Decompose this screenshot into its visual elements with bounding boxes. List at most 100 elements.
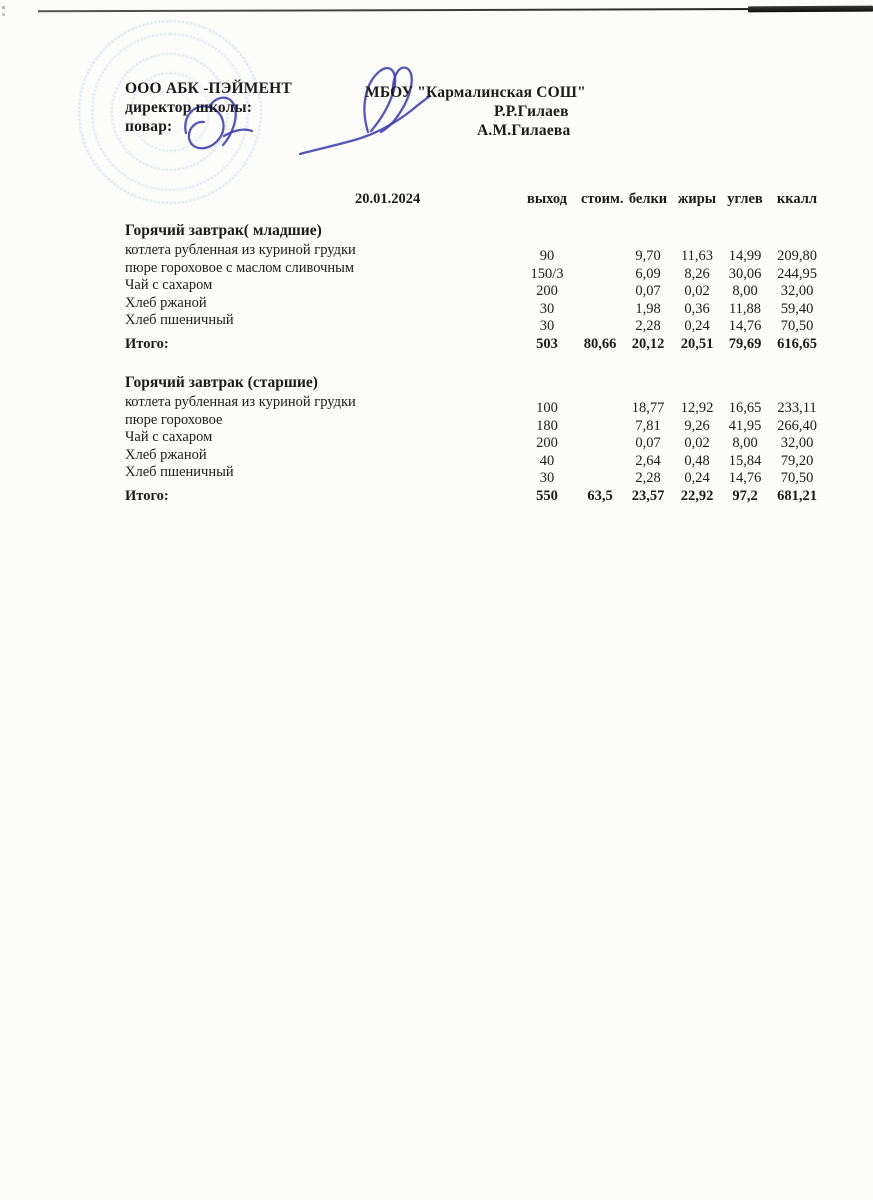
value-cell (581, 470, 619, 488)
director-label: директор школы: (125, 99, 253, 116)
menu-row: пюре гороховое с маслом сливочным 150/3 6… (125, 259, 830, 282)
value-cell: 0,36 (684, 300, 710, 317)
value-cell: 150/3 (530, 265, 564, 282)
value-cell: 12,92 (680, 400, 714, 416)
round-stamp-icon (78, 20, 262, 204)
value-cell: 41,95 (728, 417, 762, 434)
total-value-cell: 20,12 (631, 335, 665, 352)
value-cell: 9,70 (635, 248, 661, 264)
dish-name: Чай с сахаром (125, 429, 213, 445)
value-cell: 15,84 (728, 452, 762, 469)
value-cell: 200 (536, 435, 558, 451)
value-cell: 30,06 (728, 265, 762, 282)
total-value-cell: 97,2 (732, 487, 758, 504)
value-cell: 0,07 (635, 283, 661, 299)
column-header: белки (628, 191, 668, 207)
value-cell: 209,80 (777, 248, 817, 264)
value-cell: 266,40 (777, 417, 817, 434)
value-cell: 14,76 (728, 470, 762, 486)
value-cell: 59,40 (780, 300, 814, 317)
value-cell: 8,00 (732, 283, 758, 299)
menu-row: Чай с сахаром 200 0,07 0,02 8,00 32,00 (125, 429, 830, 451)
dish-name: пюре гороховое (125, 411, 223, 428)
value-cell (581, 301, 619, 319)
dish-name: Хлеб пшеничный (125, 312, 234, 328)
value-cell: 6,09 (635, 265, 661, 282)
value-cell: 8,00 (732, 435, 758, 451)
value-cell: 0,07 (635, 435, 661, 451)
value-cell (581, 453, 619, 471)
value-cell: 32,00 (780, 283, 814, 299)
value-cell: 14,99 (728, 248, 762, 264)
value-cell: 233,11 (777, 400, 817, 416)
value-cell: 1,98 (635, 300, 661, 317)
menu-row: Чай с сахаром 200 0,07 0,02 8,00 32,00 (125, 277, 830, 299)
total-value-cell: 23,57 (631, 487, 665, 504)
cook-label: повар: (125, 118, 173, 135)
value-cell: 0,48 (684, 452, 710, 469)
value-cell: 100 (536, 400, 558, 416)
dish-name: котлета рубленная из куриной грудки (125, 394, 356, 410)
total-value-cell: 503 (536, 335, 558, 352)
stamp-ring (78, 20, 262, 204)
value-cell: 11,63 (680, 248, 714, 264)
value-cell: 2,28 (635, 470, 661, 486)
value-cell (581, 318, 619, 336)
value-cell: 2,64 (635, 452, 661, 469)
menu-section: Горячий завтрак( младшие) котлета рублен… (125, 222, 830, 354)
dish-name: Хлеб пшеничный (125, 464, 234, 480)
menu-row: Хлеб пшеничный 30 2,28 0,24 14,76 70,50 (125, 312, 830, 334)
section-rows: котлета рубленная из куриной грудки 90 9,… (125, 242, 830, 334)
document-date: 20.01.2024 (355, 191, 421, 207)
value-cell (581, 400, 619, 418)
total-value-cell: 550 (536, 487, 558, 504)
section-title: Горячий завтрак (старшие) (125, 374, 318, 391)
value-cell: 7,81 (635, 417, 661, 434)
cook-name: А.М.Гилаева (477, 122, 571, 139)
value-cell: 90 (539, 248, 555, 264)
total-value-cell: 79,69 (728, 335, 762, 352)
total-value-cell: 681,21 (777, 487, 817, 504)
dish-name: котлета рубленная из куриной грудки (125, 242, 356, 258)
scan-speck (2, 6, 5, 9)
column-header: жиры (677, 191, 717, 207)
total-value-cell: 80,66 (583, 335, 617, 352)
stamp-ring (91, 33, 249, 191)
dish-name: пюре гороховое с маслом сливочным (125, 259, 355, 276)
value-cell: 180 (536, 417, 558, 434)
column-header: ккалл (776, 191, 818, 207)
dish-name: Чай с сахаром (125, 277, 213, 293)
menu-row: котлета рубленная из куриной грудки 90 9,… (125, 242, 830, 264)
table-header-row: 20.01.2024 выход стоим. белки жиры углев ккал… (125, 191, 830, 208)
total-value-cell: 616,65 (777, 335, 817, 352)
value-cell: 0,02 (684, 283, 710, 299)
director-name: Р.Р.Гилаев (494, 103, 569, 120)
value-cell (581, 266, 619, 284)
menu-section: Горячий завтрак (старшие) котлета рублен… (125, 374, 830, 506)
menu-row: Хлеб ржаной 40 2,64 0,48 15,84 79,20 (125, 447, 830, 469)
value-cell: 32,00 (780, 435, 814, 451)
value-cell: 8,26 (684, 265, 710, 282)
value-cell: 0,24 (684, 470, 710, 486)
value-cell: 30 (539, 470, 555, 486)
section-rows: котлета рубленная из куриной грудки 100 1… (125, 394, 830, 486)
value-cell: 30 (539, 318, 555, 334)
value-cell: 18,77 (631, 400, 665, 416)
menu-row: котлета рубленная из куриной грудки 100 1… (125, 394, 830, 416)
total-row: Итого: 503 80,66 20,12 20,51 79,69 616,65 (125, 335, 830, 354)
value-cell: 79,20 (780, 452, 814, 469)
total-row: Итого: 550 63,5 23,57 22,92 97,2 681,21 (125, 487, 830, 506)
value-cell: 30 (539, 300, 555, 317)
value-cell (581, 283, 619, 301)
school-name: МБОУ "Кармалинская СОШ" (365, 84, 586, 101)
value-cell: 14,76 (728, 318, 762, 334)
value-cell: 16,65 (728, 400, 762, 416)
total-value-cell: 63,5 (587, 487, 613, 504)
value-cell: 70,50 (780, 470, 814, 486)
value-cell: 244,95 (777, 265, 817, 282)
menu-row: пюре гороховое 180 7,81 9,26 41,95 266,40 (125, 411, 830, 434)
dish-name: Хлеб ржаной (125, 294, 207, 311)
value-cell: 9,26 (684, 417, 710, 434)
value-cell: 2,28 (635, 318, 661, 334)
